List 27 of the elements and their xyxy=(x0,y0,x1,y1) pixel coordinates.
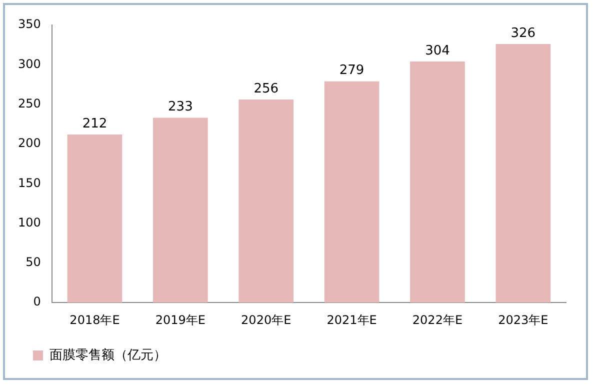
y-tick-label: 100 xyxy=(18,215,41,230)
x-tick-label: 2020年E xyxy=(241,312,292,327)
bar xyxy=(153,118,208,303)
x-tick-label: 2019年E xyxy=(155,312,206,327)
y-tick-label: 200 xyxy=(18,136,41,150)
x-tick-label: 2018年E xyxy=(70,312,120,327)
data-label: 279 xyxy=(339,63,364,78)
y-tick-label: 0 xyxy=(33,294,41,309)
data-label: 212 xyxy=(82,116,108,132)
x-tick-label: 2023年E xyxy=(498,312,548,327)
data-label: 326 xyxy=(510,26,536,41)
bar xyxy=(324,81,380,303)
y-tick-label: 50 xyxy=(26,255,41,270)
data-label: 233 xyxy=(168,100,193,115)
bar xyxy=(67,134,122,303)
y-tick-label: 300 xyxy=(18,56,41,71)
bar xyxy=(238,100,294,303)
bar xyxy=(496,44,551,303)
x-tick-label: 2021年E xyxy=(326,312,377,327)
y-tick-label: 150 xyxy=(18,176,41,190)
legend-label: 面膜零售额（亿元） xyxy=(50,348,166,363)
data-label: 304 xyxy=(425,43,450,58)
y-tick-label: 350 xyxy=(18,17,41,32)
bar xyxy=(410,61,465,303)
y-tick-label: 250 xyxy=(18,96,41,110)
data-label: 256 xyxy=(254,81,279,96)
x-tick-label: 2022年E xyxy=(412,312,463,327)
